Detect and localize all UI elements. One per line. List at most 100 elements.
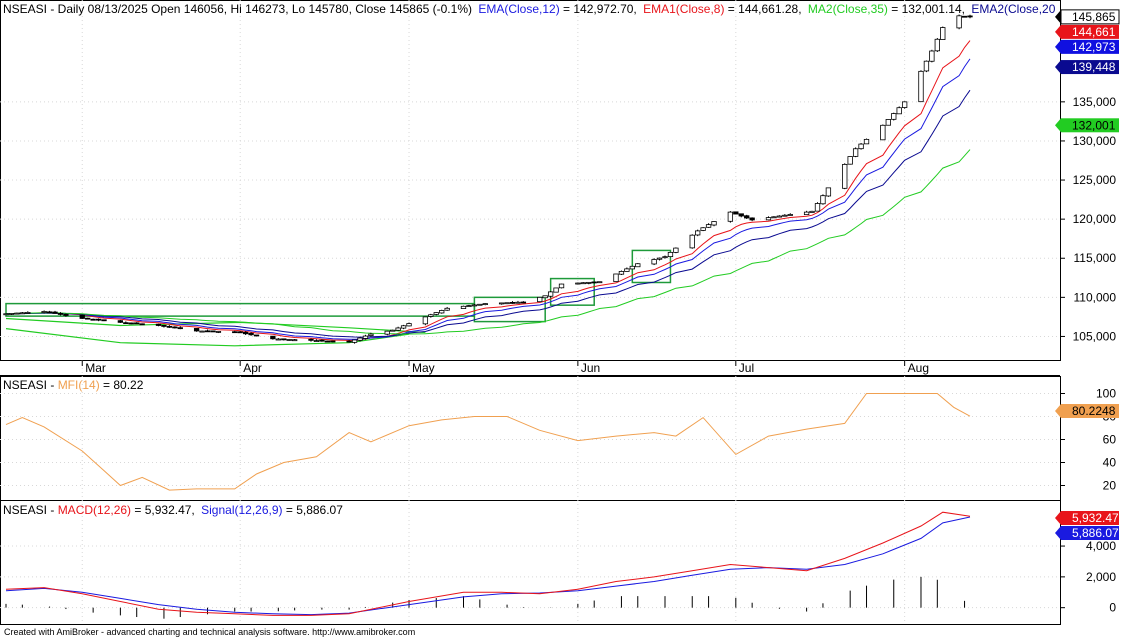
candle-body [509,302,516,304]
ema20-line [5,89,971,338]
price-tick-label: 115,000 [1074,251,1117,265]
candle-body [193,328,200,332]
candle-body [575,282,581,285]
candle-body [313,340,320,342]
mfi-tick-label: 20 [1103,479,1117,493]
candle-body [291,339,298,342]
last-value-arrow [1055,9,1061,24]
candle-body [782,214,788,217]
last-value-bg [1061,24,1119,39]
candle-body [673,247,679,253]
candle-body [85,317,91,320]
candle-body [814,203,821,212]
price-tick-label: 105,000 [1073,329,1117,343]
last-value-arrow [1055,60,1061,75]
candle-body [744,215,750,219]
candle-body [8,313,15,315]
candle-body [204,330,211,333]
candle-body [929,50,935,62]
macd-last-label-arrow [1055,511,1061,525]
mfi-last-label: 80.2248 [1055,404,1119,418]
candle-body [537,296,543,303]
candle-body [635,263,641,268]
macd-last-labels: 5,932.47 5,886.07 [1055,511,1119,540]
candle-body [515,301,521,304]
last-value-arrow [1055,118,1061,133]
consolidation-channels [5,249,672,347]
ema8-legend: EMA1(Close,8) [643,2,724,16]
candle-body [891,113,897,120]
candle-body [215,331,222,333]
candle-body [842,164,848,189]
channel-curve-lower [5,328,410,347]
signal-legend-value: = 5,886.07 [283,503,344,517]
candle-body [95,318,102,321]
month-label: Jul [739,361,754,375]
candle-body [629,265,635,270]
price-header-info: - Daily 08/13/2025 Open 146056, Hi 14627… [47,2,472,16]
candle-body [956,15,962,29]
candle-body [330,340,336,343]
macd-legend: MACD(12,26) [58,503,131,517]
candle-body [242,331,249,335]
candle-body [667,251,674,258]
ma35-legend: MA2(Close,35) [808,2,888,16]
ma35-line [5,149,971,335]
candle-body [651,259,657,265]
ema12-line [5,58,971,340]
candle-body [852,148,859,157]
candle-body [253,334,260,337]
ema8-legend-value: = 144,661.28, [724,2,801,16]
mfi-line [5,393,971,491]
candle-body [25,312,31,314]
last-value-text: 144,661 [1072,25,1116,39]
last-value-text: 132,001 [1072,118,1116,132]
candle-body [961,15,968,18]
macd-header: NSEASI - MACD(12,26) = 5,932.47, Signal(… [3,503,343,517]
mfi-tick-label: 100 [1096,387,1116,401]
mfi-header: NSEASI - MFI(14) = 80.22 [3,378,144,392]
candle-body [901,101,908,108]
last-value-bg [1061,39,1119,54]
signal-last-label-text: 5,886.07 [1072,526,1119,540]
channel-box [473,296,546,323]
candle-body [918,70,924,103]
candle-body [787,214,793,216]
candle-body [624,268,630,272]
candle-body [428,314,434,317]
candle-body [14,312,20,315]
candle-body [3,313,9,316]
macd-tick-label: 0 [1109,601,1116,615]
moving-average-lines [5,40,971,341]
last-value-arrow [1055,39,1061,54]
candle-body [558,283,565,289]
macd-axis-ticks: 0 2,000 4,000 [1060,539,1116,615]
candle-body [738,213,744,217]
candle-body [79,314,85,319]
candle-body [934,38,940,52]
candle-body [482,303,488,306]
mfi-last-label-text: 80.2248 [1072,404,1116,418]
candle-body [863,138,870,145]
mfi-axis-ticks: 20406080100 [1060,387,1116,493]
price-tick-label: 110,000 [1074,290,1117,304]
candle-body [237,331,243,334]
candle-body [820,195,826,205]
macd-line [5,511,971,616]
candle-body [776,215,783,218]
candle-body [542,295,548,299]
month-label: Aug [908,361,929,375]
macd-series [5,511,971,616]
candle-body [825,187,832,197]
macd-panel-frame [0,500,1061,625]
candle-body [711,221,717,226]
candle-body [128,322,134,325]
candle-body [177,327,183,330]
candle-body [270,335,276,340]
macd-tick-label: 2,000 [1086,570,1116,584]
candle-body [400,325,407,329]
candle-body [52,311,58,314]
mfi-grid [0,393,1060,486]
